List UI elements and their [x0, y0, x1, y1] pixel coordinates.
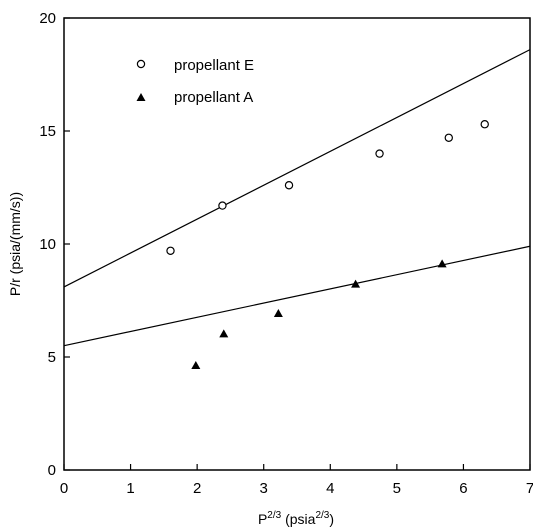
data-point-propellant-e	[444, 133, 453, 142]
data-point-propellant-e	[284, 181, 294, 190]
y-tick-label: 0	[48, 462, 56, 479]
x-tick-label: 0	[60, 480, 68, 497]
x-tick-label: 6	[459, 480, 467, 497]
legend-label-propellant-a: propellant A	[174, 89, 253, 106]
data-point-propellant-e	[166, 246, 175, 255]
y-axis-ticks: 0 5 10 15 20	[39, 10, 70, 479]
y-tick-label: 20	[39, 10, 56, 27]
x-axis-ticks: 0 1 2 3 4 5 6 7	[60, 464, 533, 497]
data-point-propellant-e	[375, 149, 384, 158]
y-tick-label: 15	[39, 123, 56, 140]
data-point-propellant-e	[218, 201, 227, 210]
x-tick-label: 3	[260, 480, 268, 497]
fit-line-series-0	[63, 49, 531, 288]
x-tick-label: 5	[393, 480, 401, 497]
data-point-propellant-a	[437, 259, 447, 268]
y-tick-label: 10	[39, 236, 56, 253]
x-tick-label: 1	[126, 480, 134, 497]
y-axis-label: P/r (psia/(mm/s))	[7, 192, 23, 296]
fit-line-series-1	[63, 245, 531, 347]
x-tick-label: 2	[193, 480, 201, 497]
y-tick-label: 5	[48, 349, 56, 366]
legend-marker-propellant-e	[136, 59, 146, 69]
data-point-propellant-a	[219, 329, 229, 338]
x-axis-label: P2/3 (psia2/3)	[258, 510, 334, 527]
fit-lines	[63, 49, 531, 347]
data-point-propellant-a	[351, 279, 361, 288]
data-markers	[166, 120, 489, 370]
x-tick-label: 7	[526, 480, 533, 497]
legend-marker-propellant-a	[136, 93, 146, 101]
x-tick-label: 4	[326, 480, 334, 497]
legend-label-propellant-e: propellant E	[174, 57, 254, 74]
data-point-propellant-a	[273, 309, 283, 318]
data-point-propellant-a	[191, 361, 201, 370]
legend: propellant E propellant A	[136, 57, 254, 106]
data-point-propellant-e	[480, 120, 489, 129]
